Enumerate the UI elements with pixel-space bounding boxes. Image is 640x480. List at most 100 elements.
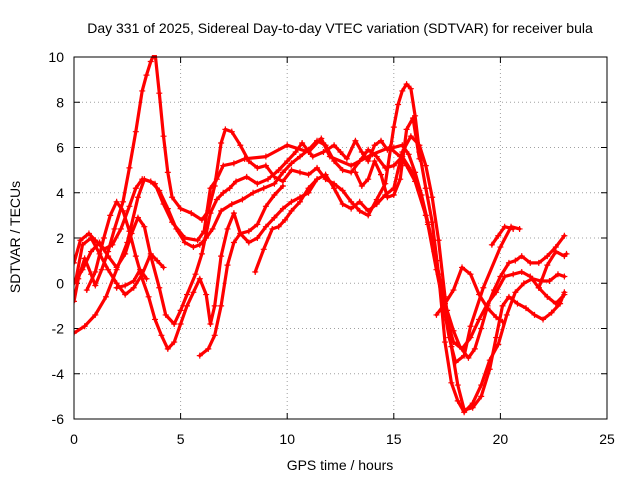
data-point-sat-e: [493, 334, 500, 341]
data-point-sat-e: [211, 302, 218, 309]
data-point-sat-m: [390, 192, 397, 199]
data-point-sat-f: [279, 182, 286, 189]
data-point-sat-g: [314, 176, 321, 183]
data-point-sat-m: [416, 155, 423, 162]
data-point-sat-e: [531, 311, 538, 318]
data-point-sat-e: [288, 198, 295, 205]
data-point-sat-f: [271, 192, 278, 199]
data-point-sat-a: [134, 194, 141, 201]
data-point-sat-b: [183, 291, 190, 298]
data-point-sat-b: [275, 167, 282, 174]
data-point-sat-e: [499, 302, 506, 309]
data-point-sat-d: [454, 397, 461, 404]
data-point-sat-e: [339, 201, 346, 208]
data-point-sat-c: [493, 289, 500, 296]
data-point-sat-a: [92, 311, 99, 318]
data-point-sat-m: [378, 171, 385, 178]
data-point-sat-m: [358, 182, 365, 189]
data-point-sat-c: [196, 241, 203, 248]
data-point-sat-e: [271, 214, 278, 221]
data-point-sat-e: [514, 300, 521, 307]
data-point-sat-d: [554, 271, 561, 278]
data-point-sat-e: [190, 289, 197, 296]
data-point-sat-c: [173, 225, 180, 232]
data-point-sat-c: [132, 185, 139, 192]
data-point-sat-c: [250, 189, 257, 196]
data-point-sat-d: [245, 158, 252, 165]
data-point-sat-b: [465, 354, 472, 361]
data-point-sat-d: [169, 194, 176, 201]
data-point-sat-f: [196, 352, 203, 359]
data-point-sat-a: [81, 323, 88, 330]
data-point-sat-d: [205, 207, 212, 214]
data-point-sat-b: [265, 176, 272, 183]
data-point-sat-d: [154, 55, 156, 56]
data-point-sat-f: [237, 230, 244, 237]
data-point-sat-g: [305, 185, 312, 192]
data-point-sat-j: [484, 305, 491, 312]
data-point-sat-a: [194, 237, 201, 244]
data-point-sat-d: [237, 142, 244, 149]
data-point-sat-l: [535, 284, 542, 291]
data-point-sat-a: [318, 135, 325, 142]
data-point-sat-h: [122, 291, 129, 298]
data-point-sat-e: [422, 162, 429, 169]
chart-title: Day 331 of 2025, Sidereal Day-to-day VTE…: [87, 20, 593, 36]
y-tick-label: 2: [56, 230, 64, 246]
data-point-sat-f: [211, 332, 218, 339]
data-point-sat-b: [371, 142, 378, 149]
data-point-sat-c: [279, 169, 286, 176]
data-point-sat-b: [226, 185, 233, 192]
y-tick-label: -2: [52, 321, 65, 337]
data-point-sat-b: [134, 214, 141, 221]
data-point-sat-e: [152, 316, 159, 323]
data-point-sat-c: [365, 146, 372, 153]
data-point-sat-a: [220, 162, 227, 169]
data-point-sat-b: [192, 271, 199, 278]
data-point-sat-m: [371, 158, 378, 165]
data-point-sat-c: [288, 160, 295, 167]
data-point-sat-c: [416, 187, 423, 194]
data-point-sat-e: [218, 253, 225, 260]
data-point-sat-e: [171, 339, 178, 346]
data-point-sat-e: [505, 293, 512, 300]
data-point-sat-d: [512, 289, 519, 296]
data-point-sat-i: [137, 266, 144, 273]
data-point-sat-b: [512, 257, 519, 264]
data-series: [74, 55, 570, 416]
data-point-sat-c: [209, 225, 216, 232]
data-point-sat-e: [435, 237, 442, 244]
data-point-sat-d: [271, 173, 278, 180]
data-point-sat-d: [262, 162, 269, 169]
data-point-sat-b: [213, 196, 220, 203]
data-point-sat-d: [143, 72, 150, 79]
data-point-sat-d: [198, 216, 205, 223]
data-point-sat-d: [441, 339, 448, 346]
x-tick-label: 15: [386, 431, 402, 447]
data-point-sat-h: [79, 241, 86, 248]
data-point-sat-e: [461, 406, 468, 413]
data-point-sat-g: [269, 225, 276, 232]
data-point-sat-c: [510, 271, 517, 278]
data-point-sat-j: [433, 311, 440, 318]
data-point-sat-m: [352, 169, 359, 176]
data-point-sat-c: [181, 239, 188, 246]
data-point-sat-e: [230, 210, 237, 217]
data-point-sat-a: [102, 293, 109, 300]
data-point-sat-c: [356, 158, 363, 165]
data-point-sat-b: [527, 259, 534, 266]
data-point-sat-e: [177, 320, 184, 327]
data-point-sat-b: [337, 149, 344, 156]
data-point-sat-e: [107, 212, 114, 219]
data-point-sat-e: [120, 207, 127, 214]
data-point-sat-d: [98, 266, 105, 273]
data-point-sat-d: [211, 182, 218, 189]
data-point-sat-c: [544, 293, 551, 300]
data-point-sat-c: [126, 203, 133, 210]
data-point-sat-b: [284, 158, 291, 165]
data-point-sat-d: [546, 277, 553, 284]
data-point-sat-f: [254, 221, 261, 228]
data-point-sat-e: [548, 309, 555, 316]
data-point-sat-f: [245, 228, 252, 235]
data-point-sat-j: [450, 287, 457, 294]
